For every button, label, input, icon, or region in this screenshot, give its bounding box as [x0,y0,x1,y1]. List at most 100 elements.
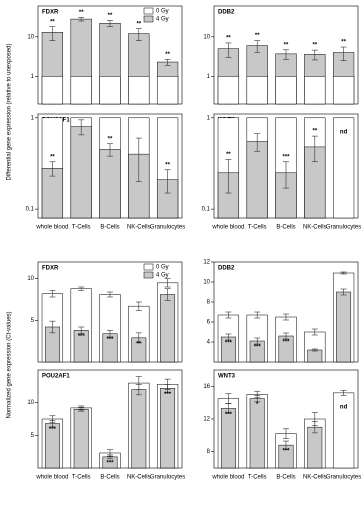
bar [307,349,323,363]
error-bar [283,161,289,189]
bar [73,408,89,469]
bar [99,76,121,105]
error-bar [225,42,232,58]
error-bar [107,330,113,338]
significance-label: *** [106,337,114,343]
significance-label: ** [108,136,113,142]
error-bar [311,348,318,352]
y-tick-label: 1 [31,115,35,121]
error-bar [225,159,232,194]
legend-swatch [143,271,154,279]
y-axis-label: Differential gene expression (relative t… [7,44,13,181]
bar [160,388,176,469]
error-bar [311,49,318,61]
x-tick-label: T-Cells [248,225,267,231]
legend-swatch [143,263,154,271]
legend-swatch [143,15,154,23]
bar [304,76,326,105]
bar [246,141,268,219]
error-bar [135,301,142,311]
significance-label: *** [254,345,262,351]
error-bar [135,28,142,41]
significance-label: ** [136,21,141,27]
y-tick-label: 12 [203,417,210,423]
error-bar [164,278,171,288]
x-tick-label: B-Cells [276,475,295,481]
x-tick-label: B-Cells [100,225,119,231]
error-bar [254,311,261,319]
x-tick-label: whole blood [211,475,244,481]
bar [246,76,268,105]
bar [128,76,150,105]
significance-label: nd [340,129,348,135]
legend-label: 4 Gy [156,17,169,23]
significance-label: *** [282,449,290,455]
panel-title: DDB2 [218,10,235,16]
x-tick-label: NK-Cells [303,225,327,231]
error-bar [340,271,347,275]
error-bar [283,440,289,450]
significance-label: ** [284,42,289,48]
significance-label: ** [255,33,260,39]
significance-label: *** [78,334,86,340]
error-bar [135,137,142,182]
error-bar [107,143,113,157]
y-tick-label: 5 [31,433,35,439]
x-tick-label: whole blood [35,225,68,231]
error-bar [164,384,171,393]
significance-label: ** [50,19,55,25]
x-tick-label: B-Cells [100,475,119,481]
error-bar [78,286,85,291]
x-tick-label: B-Cells [276,225,295,231]
significance-label: * [256,402,259,408]
error-bar [107,291,113,298]
x-tick-label: NK-Cells [127,475,151,481]
legend-label: 4 Gy [156,273,169,279]
error-bar [135,384,142,396]
panel-title: DDB2 [218,266,235,272]
error-bar [78,17,85,22]
error-bar [78,326,85,334]
significance-label: ** [226,35,231,41]
bar [70,126,92,219]
significance-label: *** [225,341,233,347]
y-tick-label: 8 [207,449,211,455]
error-bar [254,133,261,152]
y-tick-label: 0,1 [26,207,35,213]
error-bar [283,332,289,340]
y-tick-label: 1 [207,115,211,121]
error-bar [254,40,261,53]
error-bar [135,332,142,344]
x-tick-label: Granulocytes [150,475,185,481]
bar [131,389,147,469]
error-bar [225,311,232,319]
error-bar [254,337,261,345]
bar [156,76,179,105]
significance-label: ** [79,10,84,16]
bar [249,398,265,469]
legend-swatch [143,7,154,15]
y-tick-label: 6 [207,320,211,326]
x-tick-label: T-Cells [72,225,91,231]
error-bar [283,49,289,60]
significance-label: ** [165,52,170,58]
error-bar [49,320,56,334]
error-bar [225,333,232,341]
y-tick-label: 1 [207,74,211,80]
x-tick-label: NK-Cells [127,225,151,231]
error-bar [283,313,289,321]
y-tick-label: 10 [27,400,34,406]
error-bar [283,428,289,439]
error-bar [340,288,347,296]
y-tick-label: 1 [31,74,35,80]
y-tick-label: 10 [203,280,210,286]
error-bar [49,290,56,298]
bar [275,76,297,105]
x-tick-label: T-Cells [248,475,267,481]
significance-label: *** [164,392,172,398]
error-bar [340,46,347,61]
significance-label: ** [312,43,317,49]
y-tick-label: 5 [31,318,35,324]
bar [41,76,64,105]
bar [70,76,92,105]
